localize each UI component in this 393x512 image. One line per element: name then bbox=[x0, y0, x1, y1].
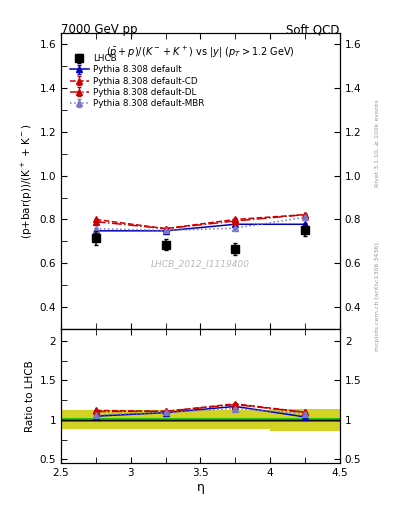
Text: LHCB_2012_I1119400: LHCB_2012_I1119400 bbox=[151, 260, 250, 268]
X-axis label: η: η bbox=[196, 481, 204, 494]
Text: Rivet 3.1.10, ≥ 100k events: Rivet 3.1.10, ≥ 100k events bbox=[375, 99, 380, 187]
Legend: LHCB, Pythia 8.308 default, Pythia 8.308 default-CD, Pythia 8.308 default-DL, Py: LHCB, Pythia 8.308 default, Pythia 8.308… bbox=[68, 52, 207, 110]
Text: 7000 GeV pp: 7000 GeV pp bbox=[61, 23, 138, 36]
Text: Soft QCD: Soft QCD bbox=[286, 23, 340, 36]
Text: $(\bar{p}+p)/(K^-+K^+)$ vs $|y|$ ($p_T > 1.2$ GeV): $(\bar{p}+p)/(K^-+K^+)$ vs $|y|$ ($p_T >… bbox=[106, 45, 295, 60]
Text: mcplots.cern.ch [arXiv:1306.3436]: mcplots.cern.ch [arXiv:1306.3436] bbox=[375, 243, 380, 351]
Y-axis label: (p+bar(p))/(K$^+$ + K$^-$): (p+bar(p))/(K$^+$ + K$^-$) bbox=[20, 123, 35, 239]
Y-axis label: Ratio to LHCB: Ratio to LHCB bbox=[25, 360, 35, 432]
